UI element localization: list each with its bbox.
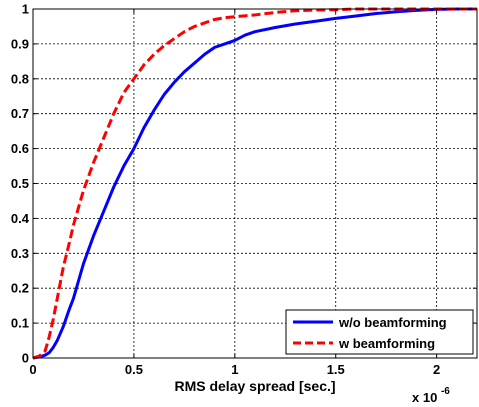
legend-label-w-beamforming: w beamforming: [338, 336, 435, 351]
x-tick-label: 2: [433, 362, 440, 377]
y-tick-labels: 0 0.1 0.2 0.3 0.4 0.5 0.6 0.7 0.8 0.9 1: [11, 2, 30, 366]
y-tick-label: 0.6: [11, 141, 29, 156]
y-tick-label: 0.8: [11, 71, 29, 86]
y-tick-label: 1: [22, 2, 29, 17]
x-axis-label: RMS delay spread [sec.]: [174, 378, 335, 394]
legend-box: [285, 309, 474, 355]
x-tick-label: 0.5: [125, 362, 143, 377]
y-tick-label: 0.9: [11, 36, 29, 51]
series-line-w-beamforming: [32, 7, 477, 360]
y-tick-label: 0.3: [11, 246, 29, 261]
grid: [33, 9, 477, 358]
x-tick-label: 1.5: [327, 362, 345, 377]
x-axis-multiplier-exponent: -6: [441, 386, 450, 397]
series-line-wo-beamforming: [32, 7, 477, 360]
y-tick-label: 0.4: [11, 211, 30, 226]
x-tick-labels: 0 0.5 1 1.5 2: [29, 362, 440, 377]
x-axis-multiplier: x 10 -6: [412, 386, 450, 405]
y-tick-label: 0.2: [11, 281, 29, 296]
y-tick-label: 0.7: [11, 106, 29, 121]
legend-label-wo-beamforming: w/o beamforming: [338, 315, 447, 330]
x-tick-label: 0: [29, 362, 36, 377]
tick-marks: [32, 8, 477, 359]
y-tick-label: 0: [22, 351, 29, 366]
x-axis-multiplier-base: x 10: [412, 390, 437, 405]
x-tick-label: 1: [231, 362, 238, 377]
y-tick-label: 0.5: [11, 176, 29, 191]
y-tick-label: 0.1: [11, 316, 29, 331]
series-layer: [32, 7, 477, 360]
legend: w/o beamforming w beamforming: [285, 309, 474, 355]
